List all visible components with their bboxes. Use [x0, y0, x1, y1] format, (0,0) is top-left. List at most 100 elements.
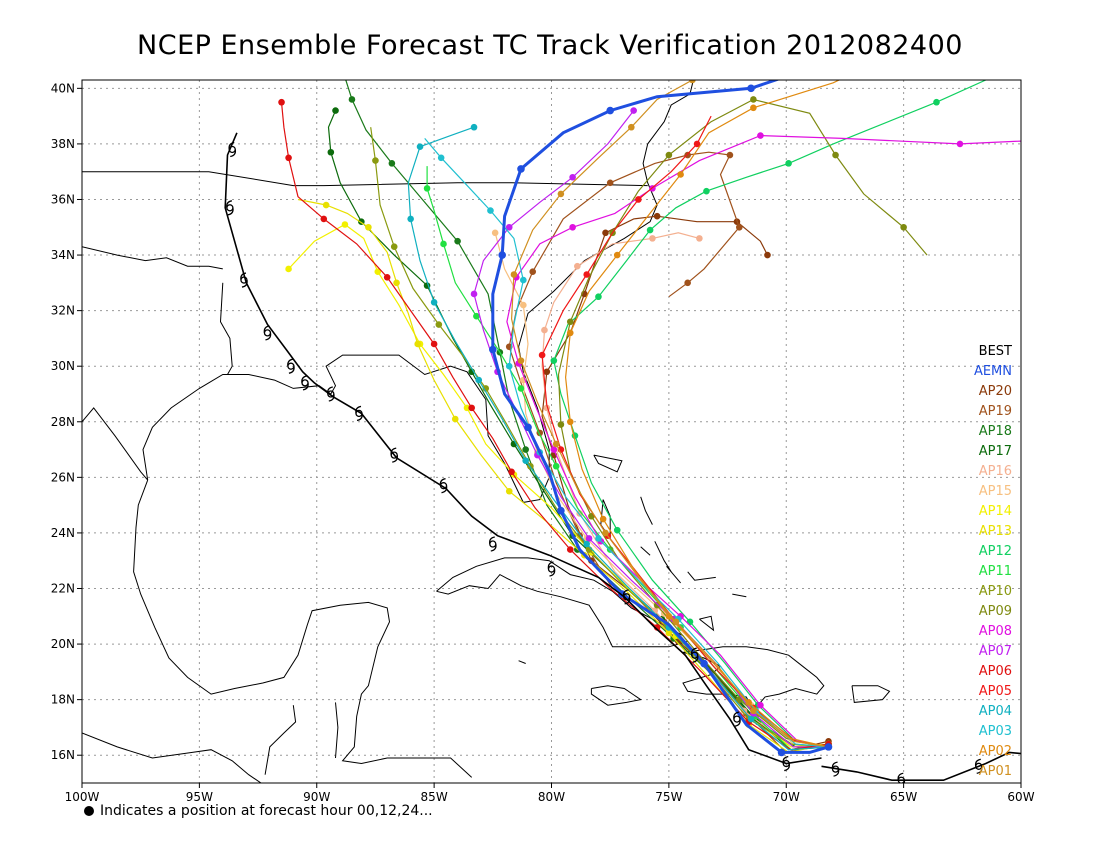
aemn-position-dot: [747, 84, 755, 93]
track-position-dot: [393, 279, 400, 287]
track-position-dot: [430, 298, 438, 306]
track-position-dot: [552, 440, 560, 448]
hurricane-symbol-center: [390, 451, 398, 459]
track-position-dot: [332, 107, 339, 114]
track-position-dot: [285, 265, 292, 273]
track-position-dot: [348, 96, 356, 103]
track-position-dot: [764, 251, 771, 259]
legend: BEST AEMN AP20 AP19 AP18 AP17 AP16 AP15 AP14 AP13…: [940, 342, 1012, 782]
track-position-dot: [374, 268, 382, 276]
track-position-dot: [613, 251, 621, 259]
track-position-dot: [557, 190, 565, 198]
track-position-dot: [566, 318, 574, 326]
track-position-dot: [703, 187, 710, 195]
track-position-dot: [747, 715, 755, 723]
lon-tick-label: 75W: [655, 790, 682, 804]
footnote-text: Indicates a position at forecast hour 00…: [100, 803, 433, 819]
track-position-dot: [550, 446, 558, 453]
hurricane-symbol-center: [327, 390, 335, 398]
track-position-dot: [686, 618, 694, 626]
ensemble-track-line: [426, 166, 829, 751]
track-position-dot: [487, 207, 494, 214]
track-position-dot: [566, 329, 574, 337]
track-position-dot: [750, 707, 757, 715]
legend-item-ap17: AP17: [978, 444, 1012, 459]
track-position-dot: [508, 468, 515, 476]
aemn-position-dot: [498, 251, 507, 259]
lon-tick-label: 95W: [186, 790, 213, 804]
hurricane-symbol-center: [226, 204, 234, 212]
track-position-dot: [750, 96, 757, 103]
track-position-dot: [505, 487, 513, 495]
hurricane-symbol-center: [547, 565, 556, 573]
track-position-dot: [475, 376, 483, 384]
track-position-dot: [956, 140, 964, 148]
hurricane-symbol-center: [355, 409, 363, 418]
best-track-line-east: [821, 751, 1021, 782]
lon-tick-label: 80W: [538, 790, 565, 804]
coastline: [590, 685, 642, 706]
track-position-dot: [416, 143, 424, 150]
coastline: [335, 702, 339, 759]
track-position-dot: [407, 215, 414, 223]
legend-item-ap13: AP13: [978, 524, 1012, 539]
hurricane-symbol-center: [691, 651, 699, 659]
track-position-dot: [451, 415, 459, 423]
track-position-dot: [665, 629, 673, 637]
track-position-dot: [736, 223, 743, 231]
track-position-dot: [538, 351, 546, 359]
legend-item-ap11: AP11: [978, 564, 1012, 579]
track-position-dot: [543, 368, 551, 376]
legend-item-ap03: AP03: [978, 724, 1012, 739]
coastline: [82, 407, 149, 481]
legend-item-ap18: AP18: [978, 424, 1012, 439]
grid-lines: [82, 80, 1021, 783]
track-position-dot: [630, 107, 637, 114]
track-position-dot: [522, 457, 529, 464]
best-track: [224, 132, 1021, 783]
lon-tick-label: 90W: [303, 790, 330, 804]
track-position-dot: [933, 98, 940, 106]
legend-item-ap19: AP19: [978, 404, 1012, 419]
coastline: [82, 732, 262, 783]
track-position-dot: [936, 29, 943, 36]
lon-tick-label: 60W: [1007, 790, 1034, 804]
aemn-position-dot: [517, 165, 525, 173]
aemn-position-dot: [700, 659, 708, 668]
track-position-dot: [757, 132, 764, 139]
ensemble-track-line: [541, 115, 829, 748]
track-position-dot: [517, 385, 525, 392]
lat-tick-label: 24N: [51, 526, 75, 540]
legend-item-ap09: AP09: [978, 604, 1012, 619]
coastline: [732, 593, 747, 598]
track-position-dot: [470, 123, 478, 131]
track-position-dot: [785, 160, 792, 167]
track-position-dot: [463, 404, 471, 412]
legend-item-ap08: AP08: [978, 624, 1012, 639]
track-position-dot: [505, 362, 513, 370]
land-outlines: [82, 80, 891, 783]
ensemble-track-line: [280, 102, 829, 751]
legend-item-ap15: AP15: [978, 484, 1012, 499]
legend-item-ap01: AP01: [978, 764, 1012, 779]
legend-item-ap02: AP02: [978, 744, 1012, 759]
track-position-dot: [552, 462, 560, 470]
hurricane-symbol-center: [897, 776, 905, 783]
track-position-dot: [566, 418, 574, 426]
track-position-dot: [388, 160, 396, 167]
hurricane-symbol-center: [228, 145, 236, 154]
track-position-dot: [583, 271, 591, 278]
aemn-position-dot: [557, 506, 565, 515]
track-position-dot: [390, 243, 398, 251]
hurricane-symbol-center: [782, 759, 790, 768]
hurricane-symbol-center: [263, 329, 272, 337]
track-position-dot: [557, 421, 565, 428]
lat-tick-label: 36N: [51, 192, 75, 206]
track-position-dot: [383, 273, 391, 281]
coastline: [518, 660, 526, 664]
track-position-dot: [649, 235, 656, 242]
track-position-dot: [423, 185, 431, 192]
track-position-dot: [689, 80, 696, 84]
track-position-dot: [677, 171, 684, 178]
legend-item-aemn: AEMN: [973, 364, 1012, 379]
